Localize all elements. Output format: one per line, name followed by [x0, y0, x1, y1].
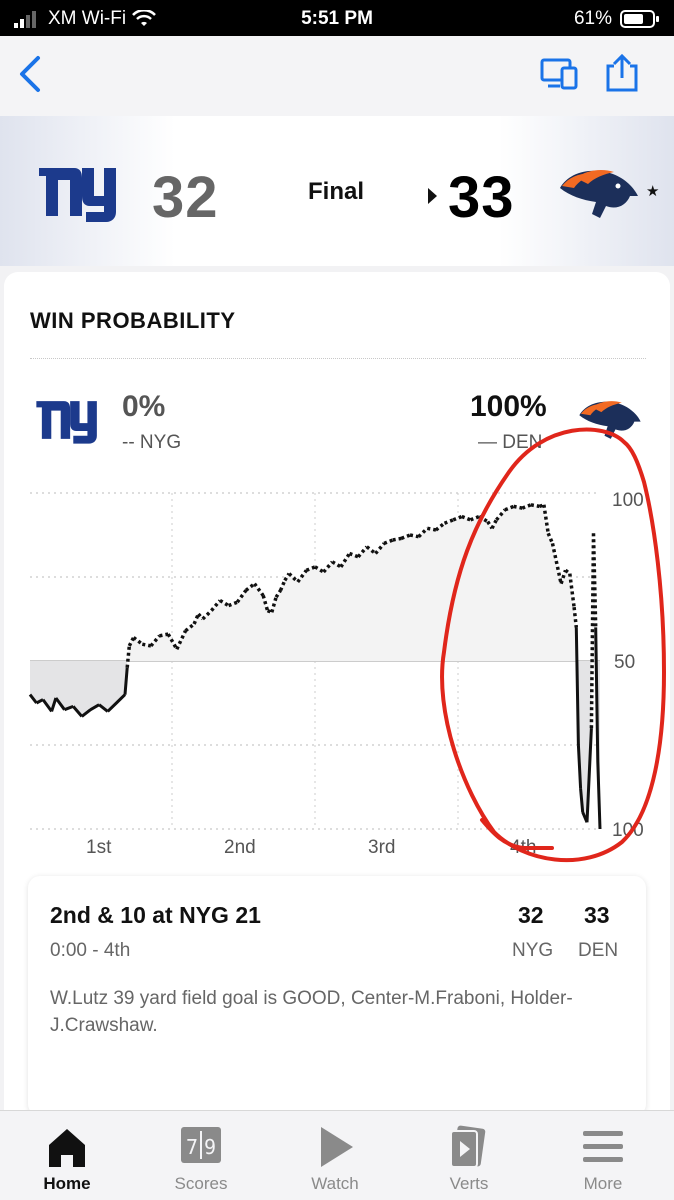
home-win-percent: 100%: [470, 390, 547, 423]
tab-label: More: [583, 1174, 623, 1193]
x-tick-label: 2nd: [224, 837, 256, 858]
red-annotation-tail: [480, 818, 554, 850]
giants-logo[interactable]: [36, 160, 120, 224]
cellular-signal-icon: [14, 11, 36, 28]
home-icon: [49, 1129, 85, 1167]
broncos-logo-small: [579, 401, 641, 439]
status-bar: XM Wi-Fi 5:51 PM 61%: [0, 0, 674, 36]
tab-home[interactable]: Home: [0, 1111, 134, 1200]
home-score-small: 33: [584, 902, 610, 928]
game-status: Final: [308, 178, 365, 205]
away-abbr: NYG: [512, 940, 554, 961]
verts-icon: [450, 1125, 486, 1168]
play-clock: 0:00 - 4th: [50, 940, 131, 961]
tab-more[interactable]: More: [536, 1111, 670, 1200]
winner-arrow-icon: [428, 188, 437, 204]
battery-group: 61%: [574, 8, 660, 30]
red-annotation-circle: [440, 427, 667, 863]
den-area-fill: [30, 661, 600, 829]
svg-text:7: 7: [186, 1135, 198, 1159]
tab-label: Verts: [449, 1174, 489, 1193]
down-and-distance: 2nd & 10 at NYG 21: [50, 902, 261, 928]
win-probability-chart[interactable]: 1st 2nd 3rd 4th 100 50 100: [4, 272, 670, 872]
home-legend: — DEN: [478, 432, 543, 453]
tab-verts[interactable]: Verts: [402, 1111, 536, 1200]
section-title: WIN PROBABILITY: [30, 308, 236, 333]
tab-watch[interactable]: Watch: [268, 1111, 402, 1200]
clock: 5:51 PM: [301, 8, 373, 29]
navigation-bar: [0, 36, 674, 116]
carrier-group: XM Wi-Fi: [14, 8, 157, 30]
nyg-probability-line: [125, 503, 598, 729]
carrier-name: XM Wi-Fi: [48, 8, 127, 29]
home-score: 33: [448, 165, 515, 230]
giants-logo-small: [36, 401, 97, 444]
share-icon[interactable]: [604, 52, 640, 92]
away-win-percent: 0%: [122, 390, 166, 423]
favorite-star-icon: ★: [646, 183, 660, 200]
play-icon: [321, 1127, 353, 1167]
y-tick-label: 100: [612, 490, 644, 511]
last-play-card[interactable]: 2nd & 10 at NYG 21 0:00 - 4th 32 33 NYG …: [28, 876, 646, 1116]
svg-text:9: 9: [204, 1135, 216, 1159]
back-chevron-icon[interactable]: [12, 52, 52, 96]
tab-label: Watch: [311, 1174, 359, 1193]
score-header[interactable]: 32 Final 33 ★: [0, 116, 674, 266]
battery-percent: 61%: [573, 8, 612, 29]
cast-devices-icon[interactable]: [540, 56, 580, 90]
away-legend: -- NYG: [122, 432, 182, 453]
away-score: 32: [152, 165, 219, 230]
tab-label: Scores: [174, 1174, 228, 1193]
home-abbr: DEN: [578, 940, 619, 961]
wifi-icon: [132, 10, 157, 26]
scoreboard-icon: 7 9: [181, 1127, 221, 1163]
divider: [30, 358, 646, 359]
battery-icon: [620, 10, 659, 28]
y-tick-label: 50: [614, 652, 635, 673]
x-tick-label: 1st: [86, 837, 112, 858]
tab-label: Home: [43, 1174, 91, 1193]
nyg-area-fill: [127, 504, 596, 661]
away-score-small: 32: [518, 902, 544, 928]
menu-icon: [583, 1131, 623, 1162]
den-probability-line: [28, 627, 602, 830]
tab-bar: Home 7 9 Scores Watch Verts More: [0, 1110, 674, 1200]
play-description: W.Lutz 39 yard field goal is GOOD, Cente…: [50, 988, 573, 1036]
tab-scores[interactable]: 7 9 Scores: [134, 1111, 268, 1200]
x-tick-label: 3rd: [368, 837, 395, 858]
broncos-logo[interactable]: [556, 166, 642, 222]
